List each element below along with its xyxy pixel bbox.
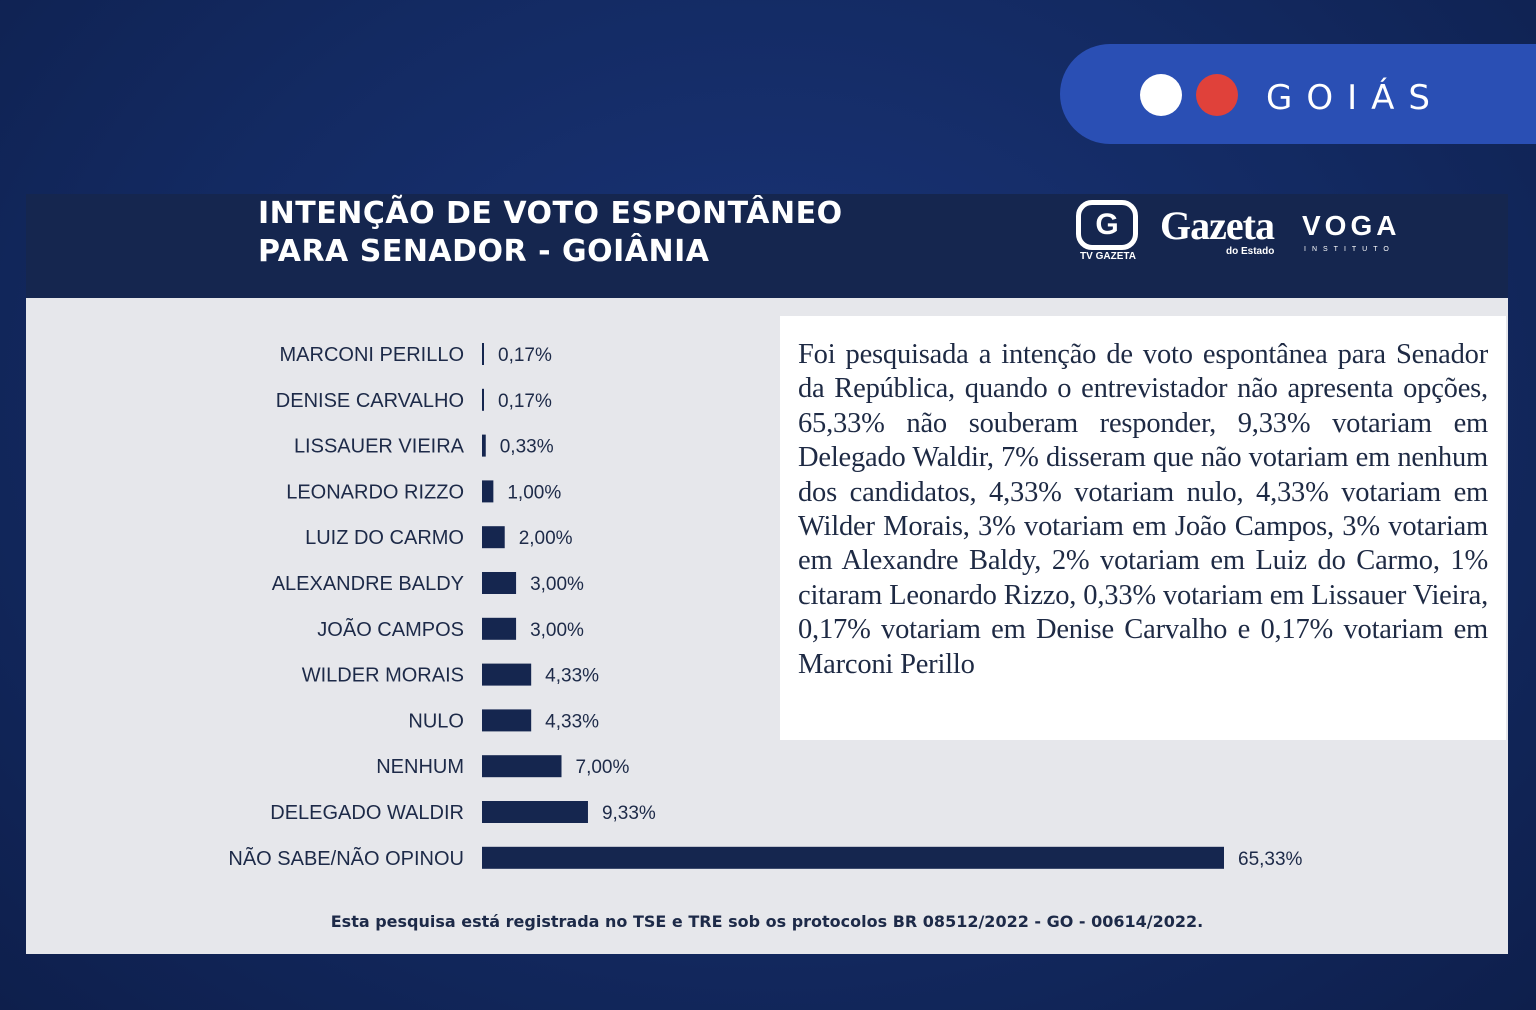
category-label: LUIZ DO CARMO: [305, 527, 464, 549]
category-label: DENISE CARVALHO: [276, 390, 464, 412]
value-label: 65,33%: [1238, 849, 1303, 870]
gazeta-logo-sub: do Estado: [1226, 246, 1275, 257]
chart-title-line1: INTENÇÃO DE VOTO ESPONTÂNEO: [258, 196, 843, 231]
voga-logo-sub: INSTITUTO: [1304, 246, 1395, 253]
category-label: DELEGADO WALDIR: [270, 802, 464, 824]
note-box: Foi pesquisada a intenção de voto espont…: [780, 316, 1506, 740]
value-label: 0,17%: [498, 345, 552, 366]
value-label: 0,33%: [500, 437, 554, 458]
bar: [482, 846, 1224, 869]
value-label: 0,17%: [498, 391, 552, 412]
footnote: Esta pesquisa está registrada no TSE e T…: [330, 912, 1204, 931]
value-label: 7,00%: [576, 757, 630, 778]
value-label: 2,00%: [519, 528, 573, 549]
region-label: GOIÁS: [1266, 78, 1444, 118]
category-label: JOÃO CAMPOS: [317, 617, 464, 641]
card-header: INTENÇÃO DE VOTO ESPONTÂNEO PARA SENADOR…: [26, 194, 1508, 298]
category-label: MARCONI PERILLO: [280, 344, 464, 366]
voga-logo: VOGA: [1302, 210, 1401, 241]
value-label: 4,33%: [545, 666, 599, 687]
category-label: NENHUM: [376, 756, 464, 778]
value-label: 3,00%: [530, 574, 584, 595]
white-dot-icon: [1140, 74, 1182, 116]
gazeta-logo: Gazeta: [1160, 203, 1275, 248]
note-text: Foi pesquisada a intenção de voto espont…: [798, 339, 1488, 680]
category-label: ALEXANDRE BALDY: [272, 573, 464, 595]
bar: [482, 526, 505, 549]
category-label: NÃO SABE/NÃO OPINOU: [228, 846, 464, 870]
bar: [482, 755, 562, 778]
red-dot-icon: [1196, 74, 1238, 116]
bar: [482, 480, 494, 503]
value-label: 4,33%: [545, 711, 599, 732]
bar: [482, 572, 517, 594]
category-label: WILDER MORAIS: [302, 665, 464, 687]
bar: [482, 343, 484, 365]
category-label: LEONARDO RIZZO: [286, 481, 464, 503]
poll-card: INTENÇÃO DE VOTO ESPONTÂNEO PARA SENADOR…: [26, 194, 1508, 954]
value-label: 3,00%: [530, 620, 584, 641]
category-label: LISSAUER VIEIRA: [294, 436, 465, 458]
chart-title-line2: PARA SENADOR - GOIÂNIA: [258, 234, 710, 269]
bar: [482, 617, 517, 640]
bar: [482, 801, 588, 823]
bar: [482, 434, 486, 457]
bar-chart: MARCONI PERILLO 0,17% DENISE CARVALHO 0,17%…: [228, 343, 1303, 870]
category-label: NULO: [408, 710, 464, 732]
bar: [482, 388, 484, 411]
value-label: 9,33%: [602, 803, 656, 824]
region-pill: [1060, 44, 1536, 144]
value-label: 1,00%: [507, 482, 561, 503]
bar: [482, 709, 532, 732]
tv-gazeta-logo-label: TV GAZETA: [1080, 251, 1136, 262]
tv-gazeta-logo-icon: G: [1076, 200, 1138, 250]
bar: [482, 663, 532, 686]
